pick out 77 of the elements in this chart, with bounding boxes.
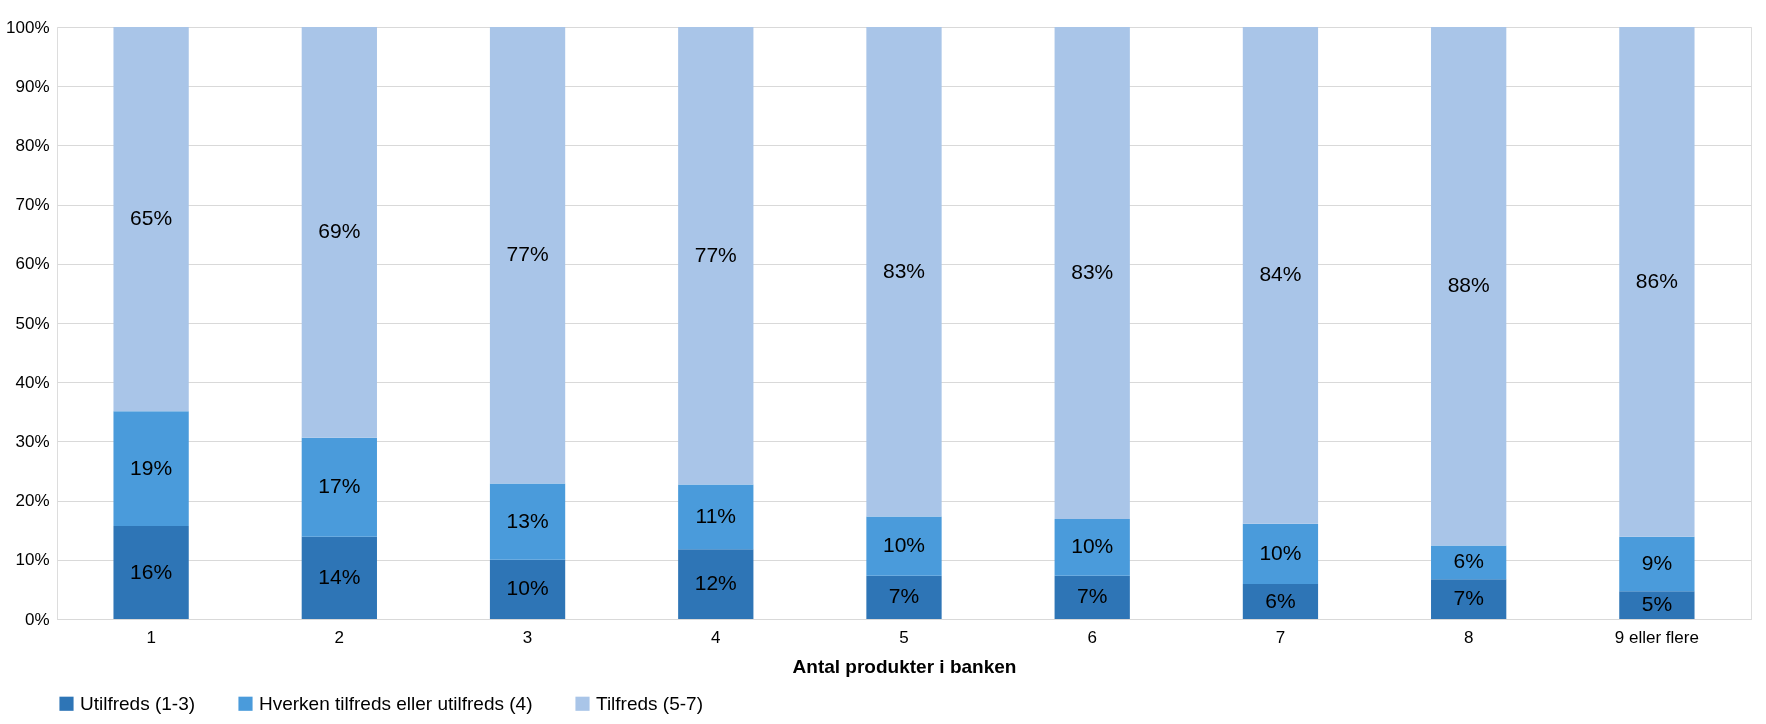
- data-label: 16%: [130, 559, 173, 583]
- bar: [678, 549, 754, 619]
- bar: [1054, 518, 1130, 576]
- y-tick-label: 0%: [24, 609, 50, 629]
- y-tick-label: 90%: [15, 76, 50, 96]
- data-label: 10%: [882, 533, 926, 557]
- bar: [301, 437, 377, 537]
- y-tick-label: 30%: [15, 431, 50, 451]
- bar: [113, 27, 189, 412]
- data-label: 10%: [1071, 534, 1114, 558]
- bar: [489, 27, 566, 484]
- x-tick-label: 7: [1275, 627, 1286, 647]
- bar: [1242, 27, 1319, 524]
- x-axis-title: Antal produkter i banken: [792, 655, 1017, 677]
- bar: [1619, 27, 1695, 537]
- bar: [1431, 27, 1507, 546]
- x-tick-label: 2: [334, 627, 345, 647]
- data-label: 11%: [695, 503, 737, 527]
- bar: [113, 411, 189, 527]
- data-label: 7%: [1077, 584, 1108, 608]
- bar: [301, 27, 377, 438]
- x-tick-label: 5: [899, 627, 909, 647]
- x-tick-label: 6: [1087, 627, 1097, 647]
- bar: [678, 484, 754, 550]
- data-label: 10%: [1259, 540, 1302, 564]
- data-label: 10%: [506, 576, 549, 600]
- bar: [1054, 27, 1130, 519]
- data-label: 77%: [694, 242, 737, 266]
- data-label: 83%: [882, 258, 926, 282]
- legend-label: Hverken tilfreds eller utilfreds (4): [259, 692, 533, 714]
- data-label: 7%: [1453, 586, 1484, 610]
- x-tick-label: 8: [1463, 627, 1474, 647]
- x-tick-label: 3: [522, 627, 533, 647]
- y-tick-label: 80%: [15, 135, 50, 155]
- y-tick-label: 40%: [15, 372, 50, 392]
- bar: [301, 536, 377, 619]
- data-label: 5%: [1641, 592, 1673, 616]
- bar: [1054, 575, 1130, 619]
- data-label: 88%: [1447, 273, 1490, 297]
- data-label: 19%: [130, 455, 173, 479]
- data-label: 14%: [318, 564, 361, 588]
- y-tick-label: 70%: [15, 195, 50, 215]
- data-label: 12%: [694, 571, 737, 595]
- bar: [866, 575, 942, 619]
- data-label: 17%: [318, 474, 361, 498]
- bar: [113, 526, 189, 619]
- x-tick-label: 4: [711, 627, 721, 647]
- bar: [1242, 584, 1319, 619]
- bar: [866, 27, 942, 517]
- bar: [1242, 523, 1319, 585]
- bar: [1619, 591, 1695, 619]
- data-label: 65%: [130, 206, 173, 230]
- data-label: 13%: [506, 508, 549, 532]
- legend-label: Utilfreds (1-3): [80, 692, 196, 714]
- y-tick-label: 10%: [15, 550, 50, 570]
- data-label: 6%: [1265, 588, 1296, 612]
- data-label: 9%: [1641, 550, 1673, 574]
- data-label: 6%: [1453, 549, 1484, 573]
- x-tick-label: 9 eller flere: [1614, 627, 1699, 647]
- data-label: 86%: [1635, 268, 1678, 292]
- data-label: 7%: [888, 584, 920, 608]
- data-label: 83%: [1071, 259, 1114, 283]
- legend-label: Tilfreds (5-7): [596, 692, 703, 714]
- bar: [866, 516, 942, 576]
- y-tick-label: 60%: [15, 254, 50, 274]
- data-label: 77%: [506, 242, 549, 266]
- y-tick-label: 100%: [6, 17, 50, 37]
- bar: [678, 27, 754, 485]
- y-tick-label: 50%: [15, 313, 50, 333]
- bar: [1431, 579, 1507, 619]
- data-label: 69%: [318, 219, 361, 243]
- bar: [489, 483, 566, 560]
- x-tick-label: 1: [146, 627, 156, 647]
- bar: [1619, 536, 1695, 592]
- data-label: 84%: [1259, 262, 1302, 286]
- y-tick-label: 20%: [15, 491, 50, 511]
- bar: [489, 559, 566, 619]
